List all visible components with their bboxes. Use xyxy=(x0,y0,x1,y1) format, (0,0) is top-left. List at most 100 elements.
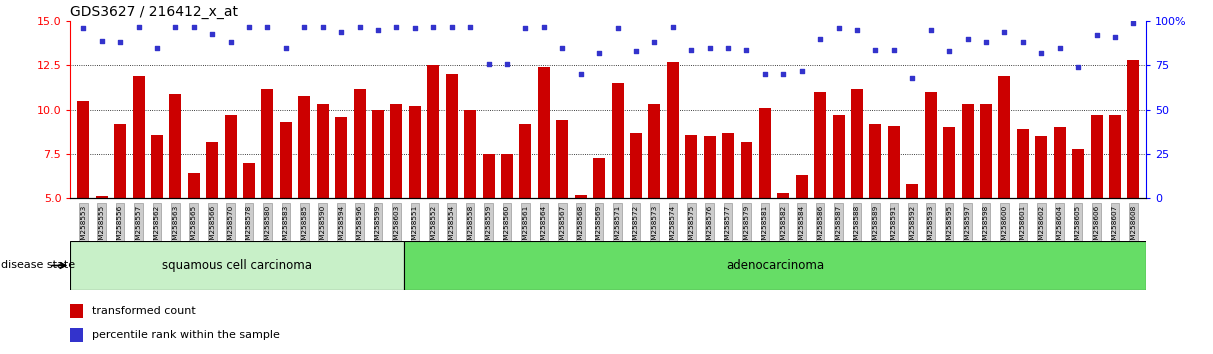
Bar xyxy=(1090,115,1103,198)
Text: percentile rank within the sample: percentile rank within the sample xyxy=(92,330,279,340)
Point xyxy=(331,29,351,35)
Bar xyxy=(832,115,844,198)
Point xyxy=(479,61,499,67)
Point xyxy=(1031,50,1050,56)
Point xyxy=(571,72,591,77)
Bar xyxy=(465,110,477,198)
Text: GDS3627 / 216412_x_at: GDS3627 / 216412_x_at xyxy=(70,5,238,19)
Point xyxy=(442,24,461,29)
Bar xyxy=(1109,115,1121,198)
Bar xyxy=(96,196,108,198)
Bar xyxy=(667,62,679,198)
Bar xyxy=(1016,129,1029,198)
Point xyxy=(497,61,517,67)
Point xyxy=(184,24,204,29)
Point xyxy=(516,25,535,31)
Point xyxy=(166,24,186,29)
Bar xyxy=(593,158,605,198)
Bar xyxy=(888,126,900,198)
Bar xyxy=(427,65,439,198)
Bar xyxy=(740,142,752,198)
Point xyxy=(608,25,627,31)
Point xyxy=(203,31,222,36)
Bar xyxy=(814,92,826,198)
Bar xyxy=(501,154,513,198)
Bar xyxy=(70,241,404,290)
Point xyxy=(810,36,830,42)
Point xyxy=(129,24,148,29)
Point xyxy=(848,27,867,33)
Point xyxy=(92,38,112,44)
Bar xyxy=(980,104,992,198)
Bar xyxy=(280,122,292,198)
Bar xyxy=(224,115,237,198)
Bar xyxy=(243,163,255,198)
Point xyxy=(939,48,958,54)
Point xyxy=(553,45,573,51)
Point xyxy=(664,24,683,29)
Point xyxy=(958,36,978,42)
Text: disease state: disease state xyxy=(1,261,75,270)
Bar xyxy=(150,135,163,198)
Point xyxy=(700,45,719,51)
Point xyxy=(921,27,940,33)
Bar xyxy=(906,184,918,198)
Point xyxy=(756,72,775,77)
Bar xyxy=(372,110,385,198)
Point xyxy=(277,45,296,51)
Point xyxy=(221,40,240,45)
Bar xyxy=(759,108,771,198)
Bar xyxy=(206,142,218,198)
Point xyxy=(626,48,645,54)
Bar xyxy=(1072,149,1084,198)
Point xyxy=(1069,64,1088,70)
Text: squamous cell carcinoma: squamous cell carcinoma xyxy=(163,259,312,272)
Bar xyxy=(170,94,182,198)
Bar xyxy=(796,175,808,198)
Bar xyxy=(685,135,697,198)
Bar xyxy=(519,124,531,198)
Bar xyxy=(298,96,311,198)
Bar xyxy=(445,74,457,198)
Point xyxy=(423,24,443,29)
Bar xyxy=(404,241,1146,290)
Bar xyxy=(1054,127,1066,198)
Bar xyxy=(722,133,734,198)
Point xyxy=(866,47,885,52)
Bar xyxy=(188,173,200,198)
Point xyxy=(682,47,701,52)
Point xyxy=(534,24,553,29)
Point xyxy=(1123,20,1143,26)
Bar xyxy=(409,106,421,198)
Point xyxy=(313,24,332,29)
Point xyxy=(405,25,425,31)
Bar xyxy=(557,120,568,198)
Point xyxy=(1087,33,1106,38)
Point xyxy=(774,72,793,77)
Bar xyxy=(778,193,790,198)
Bar xyxy=(944,127,955,198)
Bar xyxy=(1035,136,1047,198)
Bar xyxy=(114,124,126,198)
Text: transformed count: transformed count xyxy=(92,306,195,316)
Point xyxy=(644,40,664,45)
Point xyxy=(590,50,609,56)
Point xyxy=(461,24,480,29)
Point xyxy=(387,24,406,29)
Bar xyxy=(317,104,329,198)
Bar xyxy=(852,88,862,198)
Point xyxy=(110,40,130,45)
Point xyxy=(369,27,388,33)
Point xyxy=(884,47,904,52)
Point xyxy=(976,40,996,45)
Point xyxy=(239,24,258,29)
Bar xyxy=(391,104,403,198)
Bar xyxy=(630,133,642,198)
Bar xyxy=(870,124,882,198)
Bar xyxy=(70,304,82,318)
Point xyxy=(74,25,93,31)
Point xyxy=(147,45,166,51)
Point xyxy=(736,47,756,52)
Bar xyxy=(704,136,716,198)
Bar xyxy=(483,154,495,198)
